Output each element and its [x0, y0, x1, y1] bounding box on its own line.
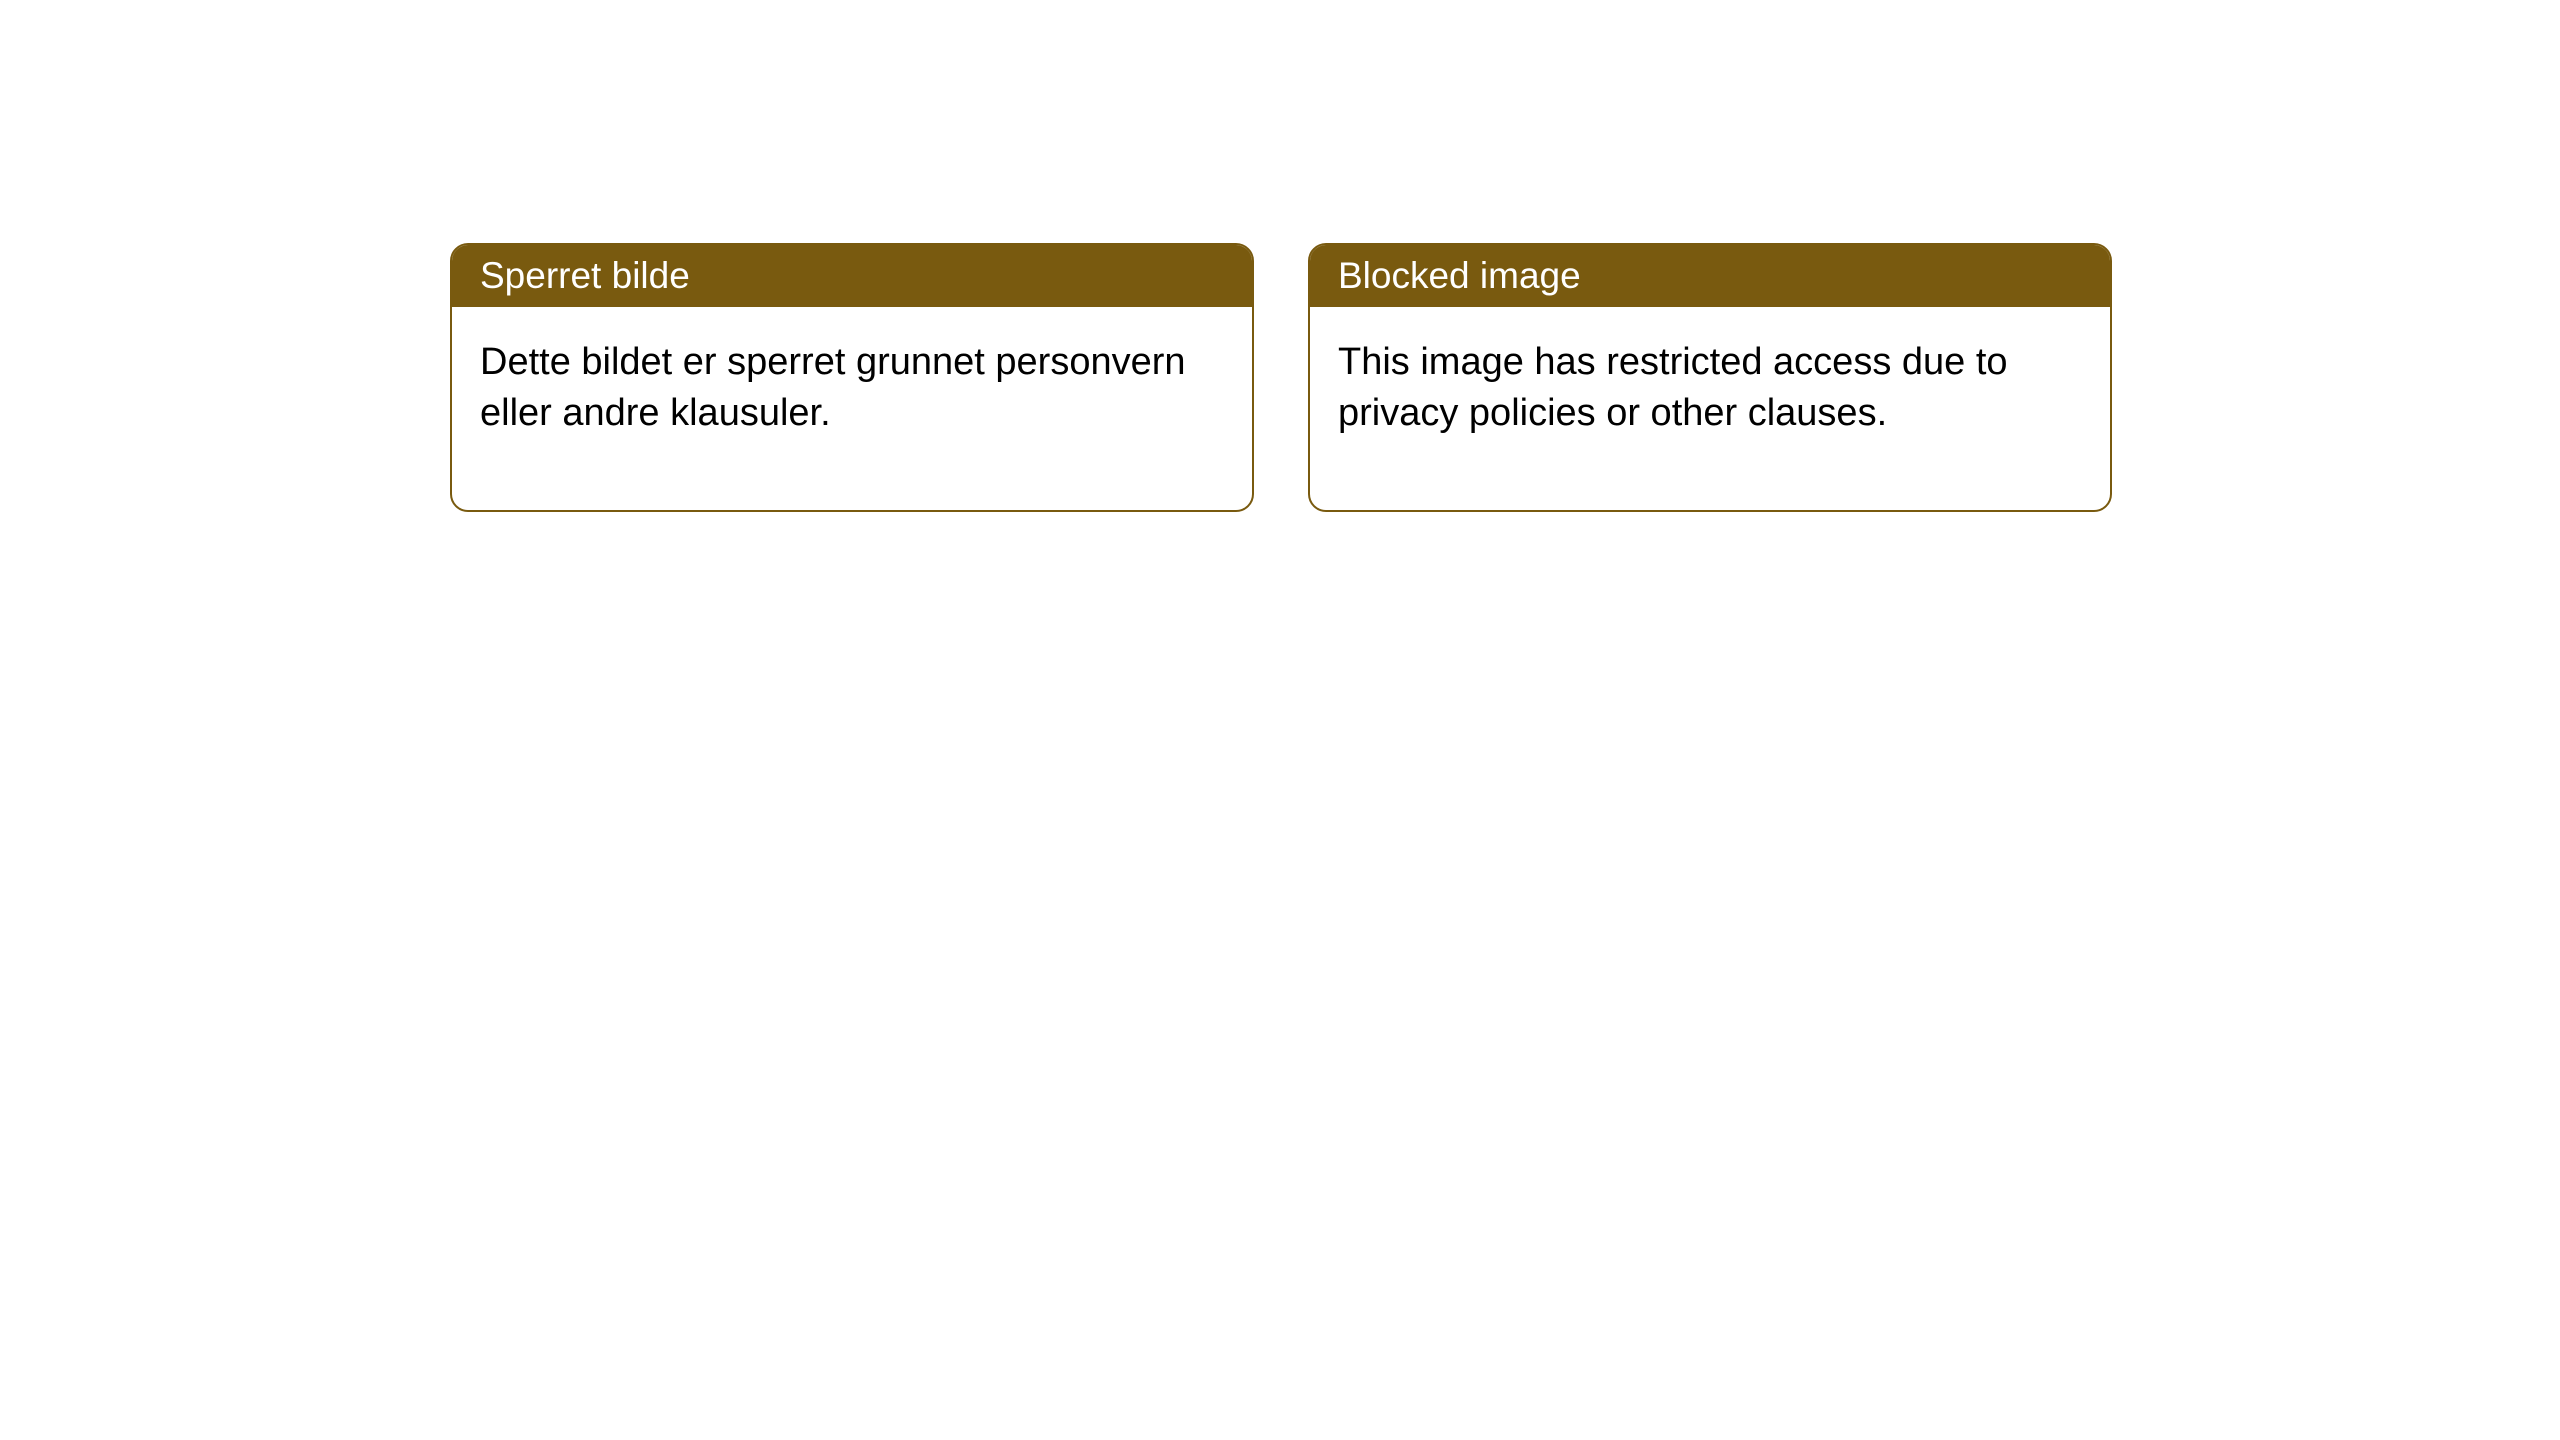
blocked-image-card-no: Sperret bilde Dette bildet er sperret gr… — [450, 243, 1254, 512]
card-title: Blocked image — [1338, 255, 1581, 296]
cards-container: Sperret bilde Dette bildet er sperret gr… — [0, 0, 2560, 512]
card-body: Dette bildet er sperret grunnet personve… — [452, 307, 1252, 510]
card-body-text: Dette bildet er sperret grunnet personve… — [480, 341, 1186, 434]
card-title: Sperret bilde — [480, 255, 690, 296]
card-body-text: This image has restricted access due to … — [1338, 341, 2008, 434]
card-header: Blocked image — [1310, 245, 2110, 307]
card-header: Sperret bilde — [452, 245, 1252, 307]
blocked-image-card-en: Blocked image This image has restricted … — [1308, 243, 2112, 512]
card-body: This image has restricted access due to … — [1310, 307, 2110, 510]
